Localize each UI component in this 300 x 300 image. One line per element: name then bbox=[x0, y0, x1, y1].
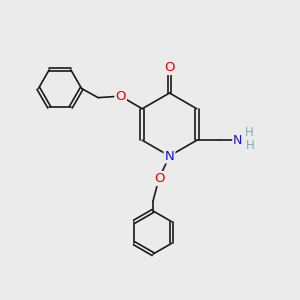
Text: N: N bbox=[233, 134, 243, 147]
Text: H: H bbox=[245, 126, 254, 139]
Text: O: O bbox=[164, 61, 175, 74]
Text: H: H bbox=[246, 139, 255, 152]
Text: N: N bbox=[165, 149, 174, 163]
Text: O: O bbox=[116, 90, 126, 103]
Text: O: O bbox=[154, 172, 164, 185]
